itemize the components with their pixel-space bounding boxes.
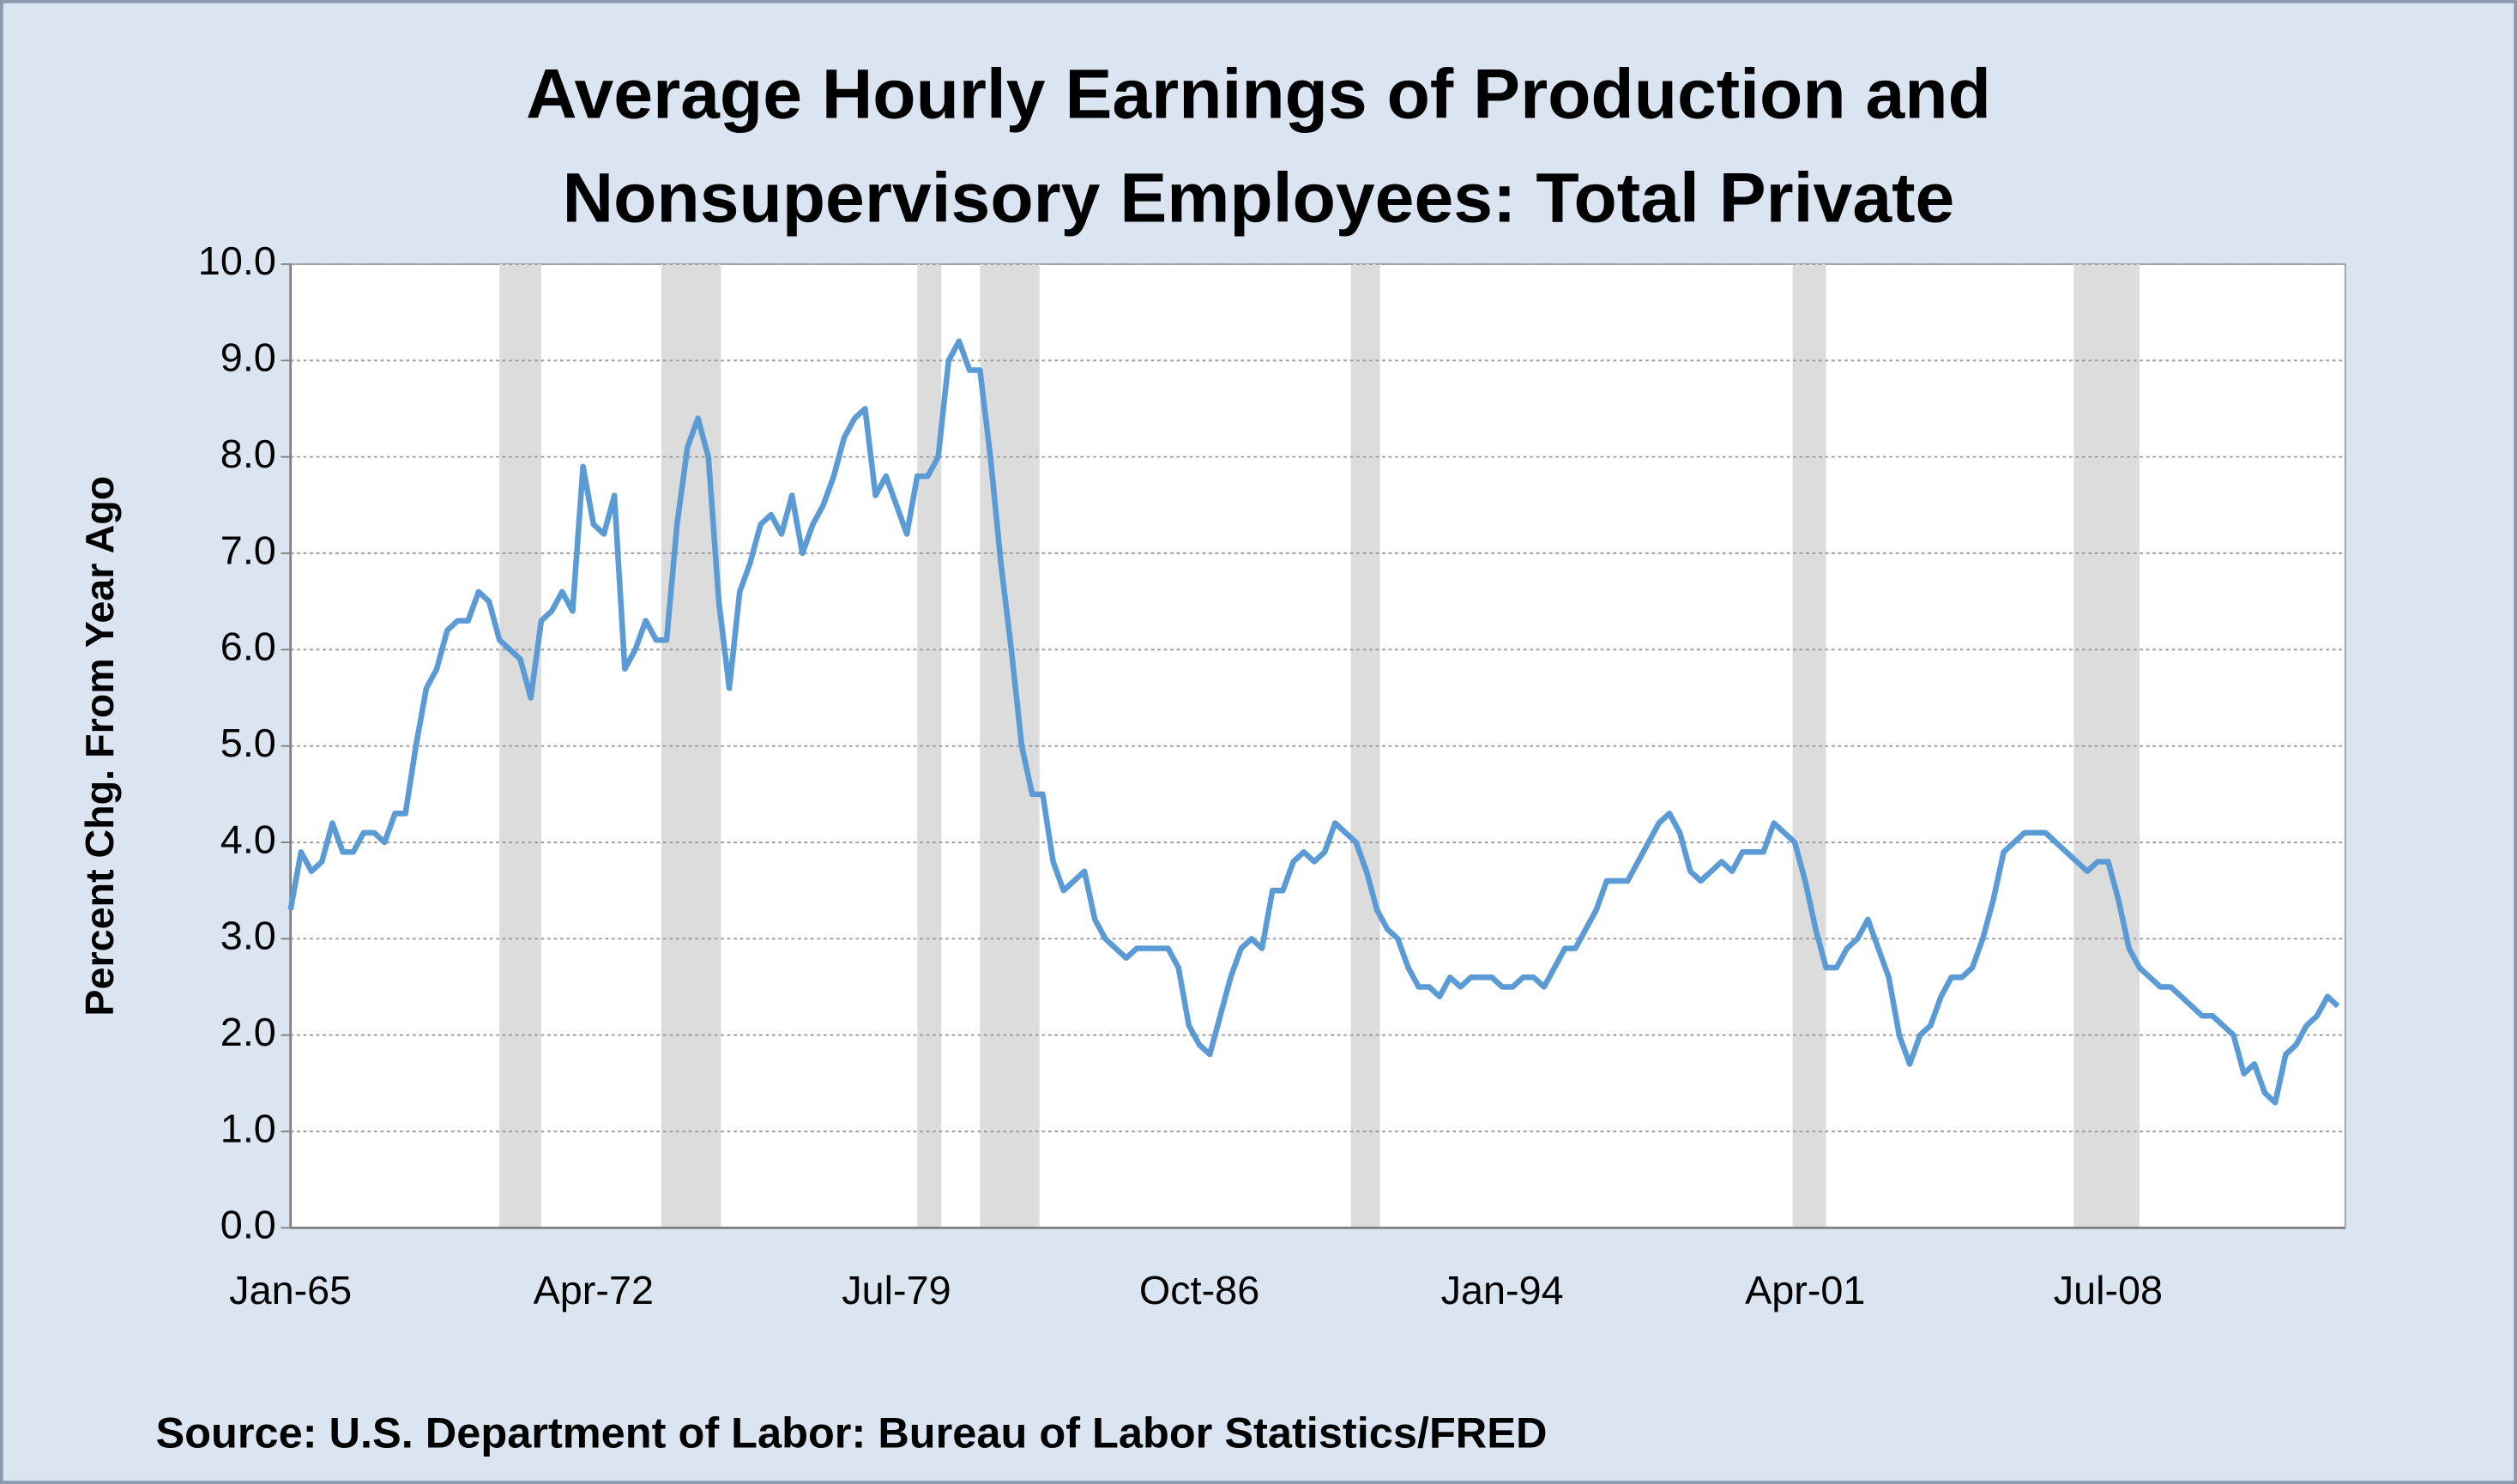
y-tick-label: 2.0 [220, 1010, 276, 1054]
y-tick-label: 6.0 [220, 624, 276, 669]
source-note: Source: U.S. Department of Labor: Bureau… [156, 1408, 1548, 1457]
y-tick-label: 5.0 [220, 721, 276, 765]
x-tick-label: Jan-94 [1441, 1268, 1564, 1312]
y-tick-label: 9.0 [220, 335, 276, 380]
shaded-range [499, 263, 541, 1228]
x-tick-label: Apr-72 [534, 1268, 654, 1312]
y-tick-label: 3.0 [220, 914, 276, 958]
y-tick-label: 4.0 [220, 817, 276, 861]
chart-title: Average Hourly Earnings of Production an… [526, 55, 1991, 133]
x-tick-label: Jan-65 [229, 1268, 352, 1312]
x-tick-label: Oct-86 [1139, 1268, 1259, 1312]
y-tick-label: 10.0 [198, 238, 276, 283]
data-line [287, 338, 2340, 1106]
y-tick-label: 8.0 [220, 431, 276, 476]
x-tick-label: Jul-08 [2054, 1268, 2163, 1312]
shade-layer [499, 263, 2140, 1228]
data-layer [287, 338, 2340, 1106]
y-tick-label: 1.0 [220, 1106, 276, 1150]
x-tick-label: Jul-79 [842, 1268, 951, 1312]
chart-title: Nonsupervisory Employees: Total Private [563, 160, 1955, 238]
y-tick-label: 7.0 [220, 528, 276, 572]
y-tick-label: 0.0 [220, 1203, 276, 1247]
y-axis-label: Percent Chg. From Year Ago [77, 476, 122, 1016]
x-tick-label: Apr-01 [1745, 1268, 1865, 1312]
